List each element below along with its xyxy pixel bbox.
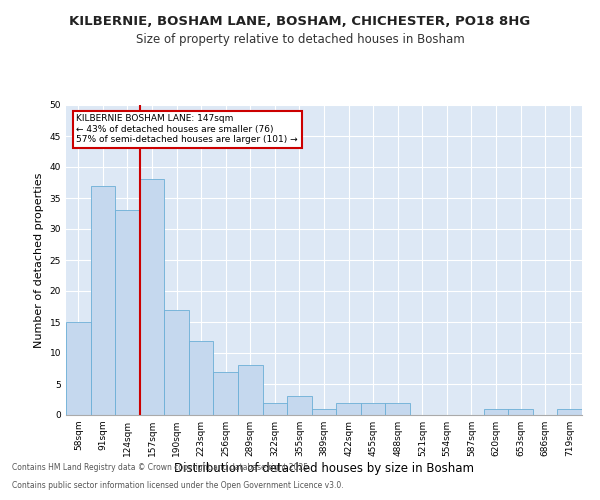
Bar — [263, 402, 287, 415]
Text: Contains public sector information licensed under the Open Government Licence v3: Contains public sector information licen… — [12, 481, 344, 490]
Bar — [66, 322, 91, 415]
Bar — [214, 372, 238, 415]
Y-axis label: Number of detached properties: Number of detached properties — [34, 172, 44, 348]
Bar — [557, 409, 582, 415]
Bar — [361, 402, 385, 415]
Text: KILBERNIE BOSHAM LANE: 147sqm
← 43% of detached houses are smaller (76)
57% of s: KILBERNIE BOSHAM LANE: 147sqm ← 43% of d… — [76, 114, 298, 144]
Text: KILBERNIE, BOSHAM LANE, BOSHAM, CHICHESTER, PO18 8HG: KILBERNIE, BOSHAM LANE, BOSHAM, CHICHEST… — [70, 15, 530, 28]
Text: Contains HM Land Registry data © Crown copyright and database right 2025.: Contains HM Land Registry data © Crown c… — [12, 464, 311, 472]
Bar — [238, 366, 263, 415]
Bar — [189, 340, 214, 415]
Text: Size of property relative to detached houses in Bosham: Size of property relative to detached ho… — [136, 32, 464, 46]
Bar — [164, 310, 189, 415]
Bar — [287, 396, 312, 415]
Bar — [484, 409, 508, 415]
Bar — [115, 210, 140, 415]
Bar — [91, 186, 115, 415]
X-axis label: Distribution of detached houses by size in Bosham: Distribution of detached houses by size … — [174, 462, 474, 475]
Bar — [336, 402, 361, 415]
Bar — [312, 409, 336, 415]
Bar — [508, 409, 533, 415]
Bar — [385, 402, 410, 415]
Bar — [140, 180, 164, 415]
